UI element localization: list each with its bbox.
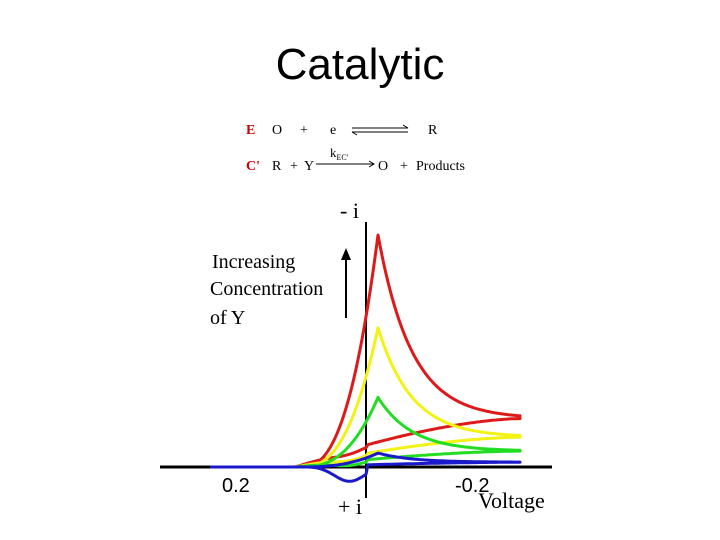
scheme-y: Y <box>304 159 314 174</box>
y-label-bottom: + i <box>338 494 362 519</box>
annotation-line-3: of Y <box>210 307 245 329</box>
scheme-o: O <box>272 123 282 138</box>
scheme-electron: e <box>330 123 336 138</box>
equilibrium-arrow <box>351 124 409 136</box>
slide-title: Catalytic <box>275 40 445 89</box>
reaction-scheme: E O + e R C' R + Y kEC' O + Products <box>246 123 465 174</box>
scheme-e-tag: E <box>246 123 255 138</box>
rate-constant: kEC' <box>330 145 349 162</box>
scheme-r2: R <box>272 159 282 174</box>
scheme-plus: + <box>300 123 308 138</box>
y-label-top: - i <box>340 198 359 223</box>
increase-arrow <box>341 248 351 318</box>
scheme-products: Products <box>416 159 465 174</box>
scheme-c-tag: C' <box>246 159 260 174</box>
scheme-plus2: + <box>290 159 298 174</box>
reaction-arrow <box>316 160 375 168</box>
annotation-line-2: Concentration <box>210 278 323 300</box>
x-tick-1: -0.2 <box>455 475 489 497</box>
scheme-o2: O <box>378 159 388 174</box>
scheme-r: R <box>428 123 438 138</box>
voltammogram-curves <box>210 233 522 483</box>
x-tick-0: 0.2 <box>222 475 250 497</box>
x-axis-label: Voltage <box>478 488 545 513</box>
annotation-line-1: Increasing <box>212 251 295 273</box>
annotation: Increasing Concentration of Y <box>210 251 323 329</box>
scheme-plus3: + <box>400 159 408 174</box>
curve-blue <box>210 451 522 483</box>
